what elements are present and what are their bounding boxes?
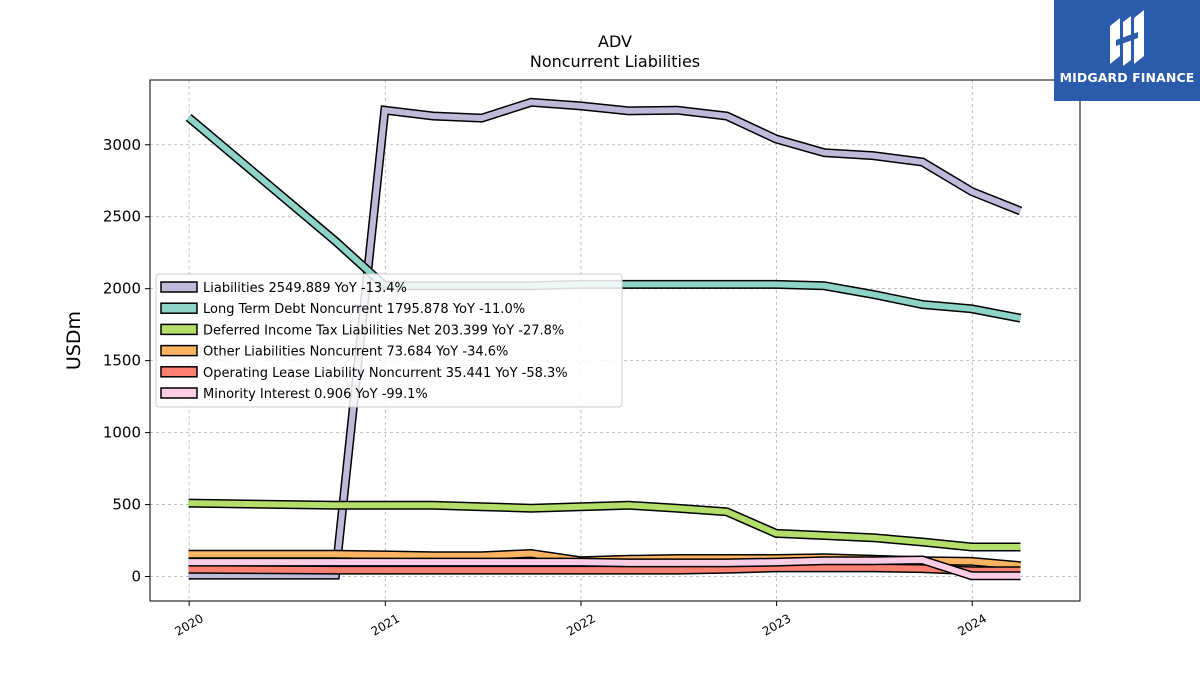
legend-label: Minority Interest 0.906 YoY -99.1% <box>203 387 428 402</box>
series-line <box>188 564 1021 574</box>
y-tick-label: 500 <box>112 496 141 514</box>
legend-label: Operating Lease Liability Noncurrent 35.… <box>203 366 568 381</box>
x-tick-label: 2022 <box>564 611 597 638</box>
y-axis-label: USDm <box>63 311 85 370</box>
y-tick-label: 0 <box>131 568 141 586</box>
legend-label: Long Term Debt Noncurrent 1795.878 YoY -… <box>203 302 525 317</box>
series-operating-lease-liability-noncurrent <box>188 563 1021 576</box>
legend: Liabilities 2549.889 YoY -13.4% Long Term… <box>155 273 623 408</box>
y-tick-label: 1000 <box>103 424 141 442</box>
series-minority-interest <box>188 555 1021 581</box>
y-tick-label: 2500 <box>103 208 141 226</box>
legend-swatch <box>160 344 198 357</box>
company-logo: MIDGARD FINANCE <box>1054 0 1200 101</box>
y-tick-label: 3000 <box>103 136 141 154</box>
series-line <box>188 556 1021 579</box>
x-tick-label: 2023 <box>760 611 793 638</box>
logo-mark-icon <box>1110 10 1144 66</box>
legend-swatch <box>160 302 198 314</box>
plot-frame <box>149 79 1081 602</box>
y-tick-label: 1500 <box>103 352 141 370</box>
series-liabilities <box>188 97 1023 580</box>
series-layer <box>185 97 1023 581</box>
chart-subtitle: Noncurrent Liabilities <box>529 52 701 71</box>
legend-swatch <box>160 323 198 336</box>
legend-label: Deferred Income Tax Liabilities Net 203.… <box>203 323 564 338</box>
x-tick-label: 2020 <box>172 611 205 638</box>
legend-box <box>155 273 623 408</box>
legend-label: Other Liabilities Noncurrent 73.684 YoY … <box>203 345 508 360</box>
logo-text: MIDGARD FINANCE <box>1059 70 1195 85</box>
legend-swatch <box>160 387 198 399</box>
x-tick-label: 2024 <box>956 611 989 638</box>
series-deferred-income-tax-liabilities-net <box>188 498 1021 552</box>
x-tick-label: 2021 <box>369 611 402 638</box>
series-line <box>188 500 1021 550</box>
legend-label: Liabilities 2549.889 YoY -13.4% <box>203 281 407 296</box>
chart-title: ADV <box>598 32 632 51</box>
y-tick-label: 2000 <box>103 280 141 298</box>
series-line <box>188 99 1022 579</box>
legend-swatch <box>160 366 198 378</box>
legend-swatch <box>160 281 198 293</box>
